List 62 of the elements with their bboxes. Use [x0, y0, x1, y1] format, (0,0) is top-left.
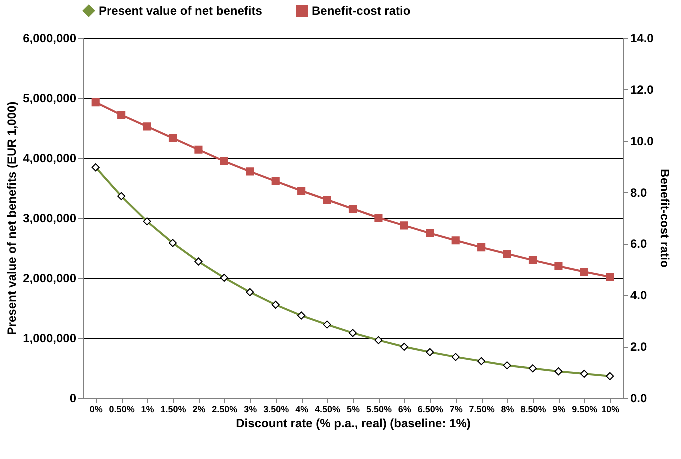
point: [168, 134, 178, 142]
y2-tick-label: 6.0: [630, 237, 648, 252]
point: [503, 250, 512, 258]
point: [143, 122, 152, 131]
point: [272, 177, 280, 186]
point: [452, 236, 460, 245]
point: [348, 204, 358, 214]
x-tick-label: 6.50%: [418, 404, 444, 414]
x-tick-label: 3%: [244, 404, 258, 414]
y2-tick-label: 0.0: [630, 392, 648, 406]
point: [478, 244, 486, 252]
y-tick-label: 5,000,000: [23, 92, 77, 106]
x-tick-label: 9%: [552, 404, 566, 414]
x-tick-label: 3.50%: [264, 404, 290, 414]
y-tick-label: 2,000,000: [23, 272, 77, 286]
x-tick-label: 9.50%: [572, 404, 598, 414]
y2-tick-label: 8.0: [630, 186, 648, 200]
point: [426, 229, 434, 238]
point: [374, 214, 383, 222]
point: [528, 256, 538, 264]
x-tick-label: 1.50%: [160, 404, 186, 414]
x-axis-title: Discount rate (% p.a., real) (baseline: 1%): [236, 416, 471, 430]
y-axis-title: Present value of net benefits (EUR 1,000): [5, 102, 20, 336]
x-tick-label: 0.50%: [109, 404, 135, 414]
point: [606, 273, 614, 282]
x-tick-label: 1%: [141, 404, 154, 414]
x-tick-label: 0%: [90, 404, 103, 414]
point: [400, 222, 408, 230]
x-tick-label: 7.50%: [469, 404, 495, 414]
legend-label: Present value of net benefits: [99, 4, 263, 18]
x-tick-label: 4%: [296, 404, 309, 414]
y-tick-label: 0: [70, 392, 77, 406]
x-tick-label: 5.50%: [366, 404, 392, 414]
x-tick-label: 2.50%: [212, 404, 238, 414]
x-tick-label: 10%: [602, 404, 620, 414]
x-tick-label: 4.50%: [315, 404, 341, 414]
point: [118, 111, 126, 120]
point: [194, 146, 203, 154]
y-tick-label: 1,000,000: [23, 332, 77, 346]
point: [298, 186, 306, 196]
x-tick-label: 2%: [192, 404, 206, 414]
legend-label: Benefit-cost ratio: [312, 4, 411, 18]
y2-axis-title: Benefit-cost ratio: [658, 169, 672, 268]
point: [554, 262, 563, 270]
x-tick-label: 8.50%: [520, 404, 546, 414]
point: [580, 268, 588, 276]
y-tick-label: 6,000,000: [23, 32, 77, 46]
point: [92, 98, 100, 107]
y2-tick-label: 10.0: [630, 134, 654, 148]
y-tick-label: 4,000,000: [23, 152, 77, 166]
x-tick-label: 5%: [346, 404, 360, 414]
point: [246, 168, 254, 176]
y2-tick-label: 14.0: [630, 32, 654, 46]
y2-tick-label: 4.0: [630, 288, 648, 303]
point: [220, 157, 228, 166]
y2-tick-label: 2.0: [630, 340, 648, 354]
point: [323, 196, 332, 204]
x-tick-label: 7%: [450, 404, 463, 414]
x-tick-label: 6%: [398, 404, 412, 414]
x-tick-label: 8%: [501, 404, 514, 414]
y2-tick-label: 12.0: [630, 82, 654, 97]
y-tick-label: 3,000,000: [23, 212, 77, 226]
